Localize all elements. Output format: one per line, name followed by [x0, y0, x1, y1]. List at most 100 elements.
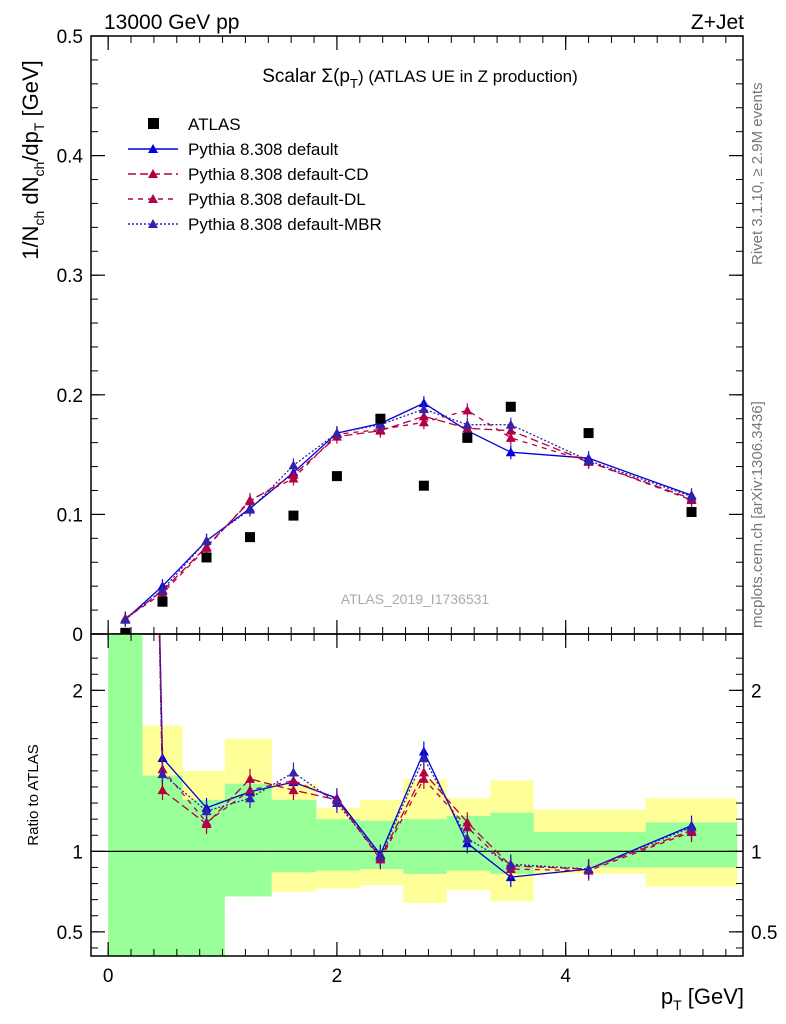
stat-band-bin — [142, 775, 183, 956]
atlas-data-point — [157, 596, 168, 607]
x-tick-label: 0 — [103, 966, 114, 987]
series-ratio-marker — [462, 822, 473, 832]
series-marker — [244, 504, 255, 514]
series-marker — [505, 419, 516, 429]
legend-marker — [148, 219, 158, 228]
series-ratio-marker — [686, 822, 697, 832]
series-marker — [583, 455, 594, 465]
stat-band-bin — [533, 832, 646, 868]
series-line-main — [124, 415, 692, 619]
atlas-data-point — [462, 432, 473, 443]
ratio-y-tick-label-right: 0.5 — [751, 923, 777, 944]
stat-band-bin — [316, 819, 360, 871]
series-marker — [505, 432, 516, 442]
y-tick-label: 0.5 — [57, 27, 83, 48]
atlas-data-point — [201, 552, 212, 563]
rivet-version-label: Rivet 3.1.10, ≥ 2.9M events — [749, 83, 766, 266]
series-marker — [120, 614, 131, 624]
legend-marker — [148, 194, 158, 203]
y-tick-label: 0.1 — [57, 505, 83, 526]
series-ratio-marker — [418, 752, 429, 762]
series-marker — [288, 460, 299, 470]
series-line-ratio — [159, 634, 692, 872]
series-ratio-marker — [157, 769, 168, 779]
atlas-data-point — [686, 507, 697, 518]
analysis-watermark: ATLAS_2019_I1736531 — [341, 591, 490, 607]
ratio-y-tick-label: 0.5 — [57, 923, 83, 944]
series-marker — [244, 495, 255, 505]
mcplots-label: mcplots.cern.ch [arXiv:1306.3436] — [749, 401, 766, 628]
y-tick-label: 0 — [72, 625, 83, 646]
legend-label: Pythia 8.308 default-MBR — [188, 215, 382, 234]
stat-band-bin — [271, 799, 317, 873]
series-ratio-marker — [375, 851, 386, 861]
legend-label-atlas: ATLAS — [188, 115, 241, 134]
series-ratio-marker — [462, 833, 473, 843]
x-tick-label: 4 — [560, 966, 571, 987]
legend-label: Pythia 8.308 default-DL — [188, 190, 366, 209]
series-ratio-marker — [244, 793, 255, 803]
atlas-data-point — [120, 627, 131, 638]
ratio-y-axis-label: Ratio to ATLAS — [25, 744, 42, 845]
legend-marker-atlas — [148, 118, 159, 129]
chart-title: Scalar Σ(pT) (ATLAS UE in Z production) — [262, 66, 578, 91]
legend-marker — [148, 144, 158, 153]
atlas-data-point — [418, 480, 429, 491]
series-ratio-marker — [244, 773, 255, 783]
ratio-data-layer — [91, 634, 743, 956]
ratio-y-tick-label: 2 — [72, 681, 83, 702]
series-line-main — [124, 408, 692, 621]
series-marker — [201, 535, 212, 545]
series-marker — [686, 491, 697, 501]
ratio-axes: 0.5 0.5 1 1 2 2 0 2 4 — [57, 634, 777, 987]
stat-band-bin — [108, 634, 143, 956]
series-ratio-marker — [418, 773, 429, 783]
y-tick-label: 0.2 — [57, 386, 83, 407]
legend-marker — [148, 169, 158, 178]
ratio-panel: 0.5 0.5 1 1 2 2 0 2 4 — [57, 633, 777, 987]
series-ratio-marker — [331, 798, 342, 808]
series-marker — [375, 419, 386, 429]
main-data-layer — [120, 396, 697, 638]
atlas-data-point — [375, 413, 386, 424]
ratio-y-tick-label-right: 2 — [751, 681, 762, 702]
series-ratio-marker — [157, 785, 168, 795]
series-ratio-marker — [201, 806, 212, 816]
series-ratio-marker — [201, 817, 212, 827]
main-axes: 0 0.1 0.2 0.3 0.4 0.5 — [57, 27, 743, 646]
ratio-y-tick-label-right: 1 — [751, 842, 762, 863]
header-left-label: 13000 GeV pp — [104, 11, 239, 34]
series-marker — [462, 405, 473, 415]
series-marker — [462, 419, 473, 429]
legend: ATLAS Pythia 8.308 default Pythia 8.308 de… — [128, 115, 382, 234]
atlas-data-point — [244, 532, 255, 543]
series-ratio-marker — [505, 859, 516, 869]
series-line-ratio — [159, 634, 692, 878]
legend-label: Pythia 8.308 default — [188, 140, 339, 159]
header-right-label: Z+Jet — [691, 11, 744, 34]
atlas-data-point — [331, 471, 342, 482]
series-ratio-marker — [583, 864, 594, 874]
series-marker — [288, 473, 299, 483]
main-panel: 0 0.1 0.2 0.3 0.4 0.5 — [57, 27, 744, 646]
legend-label: Pythia 8.308 default-CD — [188, 165, 369, 184]
stat-band-bin — [403, 819, 447, 874]
series-line-main — [124, 402, 692, 621]
ratio-y-tick-label: 1 — [72, 842, 83, 863]
series-line-main — [124, 409, 692, 619]
atlas-data-point — [583, 428, 594, 439]
y-tick-label: 0.3 — [57, 266, 83, 287]
y-axis-label: 1/Nch dNch/dpT [GeV] — [18, 60, 47, 260]
x-axis-label: pT [GeV] — [661, 984, 744, 1013]
series-marker — [418, 417, 429, 427]
atlas-data-point — [505, 401, 516, 412]
atlas-data-point — [288, 510, 299, 521]
series-marker — [157, 584, 168, 594]
series-marker — [331, 428, 342, 438]
series-marker — [505, 447, 516, 457]
x-tick-label: 2 — [332, 966, 343, 987]
ratio-panel-frame — [90, 633, 744, 957]
series-marker — [418, 404, 429, 414]
series-ratio-marker — [288, 767, 299, 777]
